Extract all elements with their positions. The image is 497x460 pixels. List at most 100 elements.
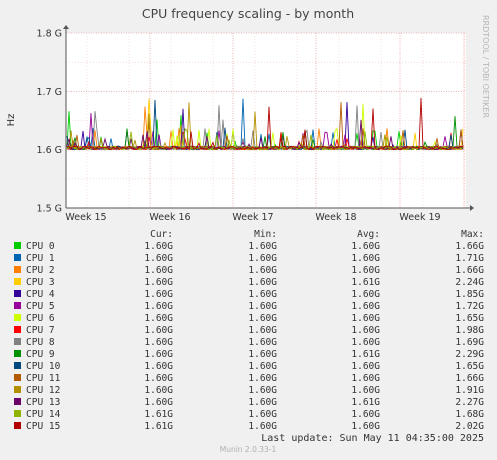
legend-series-name: CPU 0 <box>26 241 55 252</box>
plot-area: 1.5 G 1.6 G 1.7 G 1.8 G Week 15 Week 16 Week 1… <box>37 25 474 223</box>
x-tick-label: Week 19 <box>399 212 440 223</box>
legend-value-min: 1.60G <box>248 421 277 432</box>
legend-series-name: CPU 7 <box>26 325 55 336</box>
legend-row: CPU 13 1.60G 1.60G 1.61G 2.27G <box>14 397 484 408</box>
legend-value-avg: 1.60G <box>351 325 380 336</box>
legend-value-cur: 1.60G <box>144 313 173 324</box>
legend-swatch <box>14 338 21 345</box>
legend-value-max: 1.65G <box>455 361 484 372</box>
x-axis-arrow <box>470 205 474 211</box>
legend-value-cur: 1.60G <box>144 337 173 348</box>
legend-value-max: 2.27G <box>455 397 484 408</box>
legend-value-avg: 1.60G <box>351 301 380 312</box>
legend-row: CPU 9 1.60G 1.60G 1.61G 2.29G <box>14 349 484 360</box>
legend-value-max: 1.98G <box>455 325 484 336</box>
legend-row: CPU 14 1.61G 1.60G 1.60G 1.68G <box>14 409 484 420</box>
legend-header-cur: Cur: <box>150 229 173 240</box>
legend-row: CPU 11 1.60G 1.60G 1.60G 1.66G <box>14 373 484 384</box>
series-traces <box>66 97 464 151</box>
legend-row: CPU 15 1.61G 1.60G 1.60G 2.02G <box>14 421 484 432</box>
legend-value-cur: 1.60G <box>144 325 173 336</box>
legend-series-name: CPU 6 <box>26 313 55 324</box>
legend-value-avg: 1.60G <box>351 421 380 432</box>
legend-value-avg: 1.60G <box>351 289 380 300</box>
legend-swatch <box>14 386 21 393</box>
legend-swatch <box>14 302 21 309</box>
legend-swatch <box>14 422 21 429</box>
legend-row: CPU 8 1.60G 1.60G 1.60G 1.69G <box>14 337 484 348</box>
legend-value-cur: 1.60G <box>144 289 173 300</box>
legend-series-name: CPU 4 <box>26 289 55 300</box>
legend-row: CPU 2 1.60G 1.60G 1.60G 1.66G <box>14 265 484 276</box>
legend-series-name: CPU 14 <box>26 409 61 420</box>
legend-value-cur: 1.61G <box>144 421 173 432</box>
legend-value-min: 1.60G <box>248 241 277 252</box>
legend-value-avg: 1.61G <box>351 397 380 408</box>
legend-value-cur: 1.60G <box>144 301 173 312</box>
legend-swatch <box>14 326 21 333</box>
legend-series-name: CPU 12 <box>26 385 60 396</box>
legend-swatch <box>14 410 21 417</box>
legend-value-cur: 1.60G <box>144 361 173 372</box>
legend-swatch <box>14 254 21 261</box>
legend-row: CPU 4 1.60G 1.60G 1.60G 1.85G <box>14 289 484 300</box>
legend-value-max: 1.72G <box>455 301 484 312</box>
y-tick-label: 1.5 G <box>37 204 63 215</box>
legend-swatch <box>14 362 21 369</box>
legend-series-name: CPU 8 <box>26 337 55 348</box>
legend-value-min: 1.60G <box>248 349 277 360</box>
legend-value-min: 1.60G <box>248 325 277 336</box>
legend-value-min: 1.60G <box>248 397 277 408</box>
legend-value-min: 1.60G <box>248 337 277 348</box>
series-line-cpu-15 <box>66 97 464 151</box>
legend-row: CPU 10 1.60G 1.60G 1.60G 1.65G <box>14 361 484 372</box>
legend-value-cur: 1.60G <box>144 349 173 360</box>
legend-value-min: 1.60G <box>248 409 277 420</box>
legend-value-avg: 1.61G <box>351 277 380 288</box>
chart-title: CPU frequency scaling - by month <box>142 6 354 21</box>
legend-row: CPU 3 1.60G 1.60G 1.61G 2.24G <box>14 277 484 288</box>
legend-header-avg: Avg: <box>357 229 380 240</box>
legend-value-max: 1.66G <box>455 241 484 252</box>
legend-value-min: 1.60G <box>248 265 277 276</box>
legend-value-cur: 1.60G <box>144 241 173 252</box>
legend-value-min: 1.60G <box>248 289 277 300</box>
legend-value-max: 2.29G <box>455 349 484 360</box>
legend-swatch <box>14 350 21 357</box>
legend-value-min: 1.60G <box>248 253 277 264</box>
y-axis-arrow <box>63 25 69 29</box>
legend-value-max: 1.66G <box>455 373 484 384</box>
legend-value-min: 1.60G <box>248 313 277 324</box>
x-tick-label: Week 18 <box>315 212 356 223</box>
legend-value-cur: 1.60G <box>144 253 173 264</box>
legend-value-max: 1.71G <box>455 253 484 264</box>
legend-value-cur: 1.60G <box>144 385 173 396</box>
legend-series-name: CPU 15 <box>26 421 60 432</box>
legend-swatch <box>14 242 21 249</box>
legend-series-name: CPU 2 <box>26 265 55 276</box>
series-line-cpu-14 <box>66 128 464 151</box>
legend-swatch <box>14 266 21 273</box>
legend-swatch <box>14 374 21 381</box>
legend-series-name: CPU 9 <box>26 349 55 360</box>
legend-series-name: CPU 10 <box>26 361 61 372</box>
legend-value-cur: 1.60G <box>144 277 173 288</box>
y-axis-label: Hz <box>6 114 17 127</box>
x-tick-label: Week 17 <box>232 212 273 223</box>
legend-value-max: 1.91G <box>455 385 484 396</box>
legend-value-avg: 1.60G <box>351 385 380 396</box>
legend-value-avg: 1.60G <box>351 361 380 372</box>
legend-value-avg: 1.60G <box>351 373 380 384</box>
legend-value-min: 1.60G <box>248 373 277 384</box>
legend-series-name: CPU 1 <box>26 253 55 264</box>
legend: Cur: Min: Avg: Max:CPU 0 1.60G 1.60G 1.60G 1.66… <box>14 229 484 432</box>
legend-value-avg: 1.60G <box>351 313 380 324</box>
legend-value-min: 1.60G <box>248 361 277 372</box>
legend-value-cur: 1.60G <box>144 265 173 276</box>
legend-swatch <box>14 278 21 285</box>
legend-value-cur: 1.60G <box>144 373 173 384</box>
legend-value-min: 1.60G <box>248 301 277 312</box>
x-tick-label: Week 15 <box>65 212 106 223</box>
rrdtool-credit-label: RRDTOOL / TOBI OETIKER <box>481 15 490 118</box>
